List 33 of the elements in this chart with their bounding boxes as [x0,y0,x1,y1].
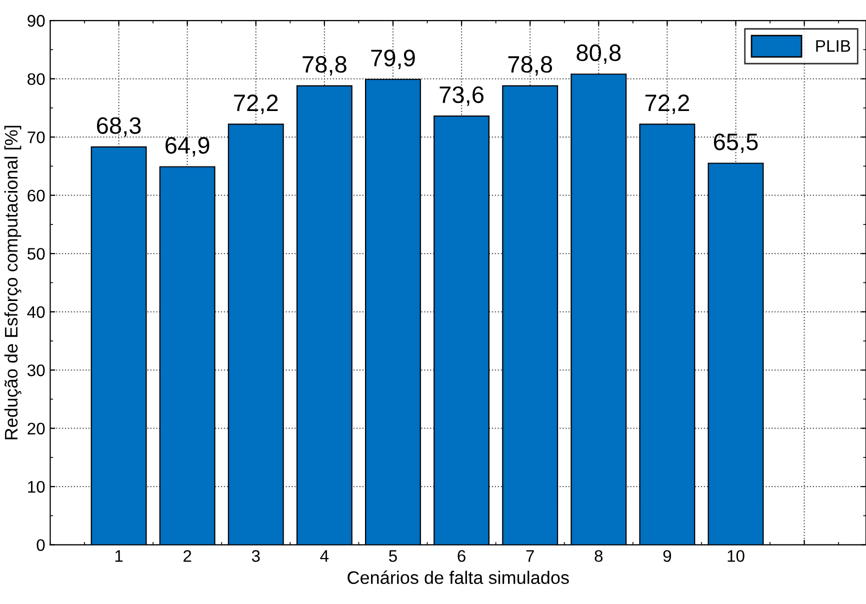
x-tick-label: 1 [115,550,123,562]
legend-label: PLIB [816,40,850,52]
x-tick-label: 6 [458,550,466,562]
x-axis-title: Cenários de falta simulados [348,570,569,584]
y-tick-label: 30 [27,364,45,376]
y-axis-title: Redução de Esforço computacional [%] [4,126,22,440]
data-label: 72,2 [234,94,278,114]
x-tick-label: 7 [526,550,534,562]
x-tick-label: 10 [728,550,744,562]
data-label: 73,6 [440,86,484,106]
y-tick-label: 0 [36,539,45,552]
data-label: 78,8 [508,56,552,76]
x-tick-label: 8 [594,550,603,562]
data-label: 78,8 [302,56,346,76]
y-tick-label: 20 [28,422,45,435]
y-tick-label: 40 [27,306,45,318]
y-tick-label: 80 [28,73,45,85]
y-tick-label: 70 [28,131,45,144]
data-label: 80,8 [576,44,621,64]
y-tick-label: 10 [28,480,45,493]
data-label: 68,3 [97,117,141,137]
y-tick-label: 50 [27,248,45,260]
x-tick-label: 4 [320,550,329,562]
data-label: 72,2 [645,94,689,114]
x-tick-label: 9 [663,550,672,562]
data-label: 64,9 [166,137,210,157]
data-label: 65,5 [714,134,758,154]
y-tick-label: 60 [28,190,45,202]
x-tick-label: 3 [252,550,260,562]
x-tick-label: 2 [184,550,192,562]
x-tick-label: 5 [389,550,397,562]
data-label: 79,9 [371,50,415,70]
y-tick-label: 90 [28,14,45,27]
